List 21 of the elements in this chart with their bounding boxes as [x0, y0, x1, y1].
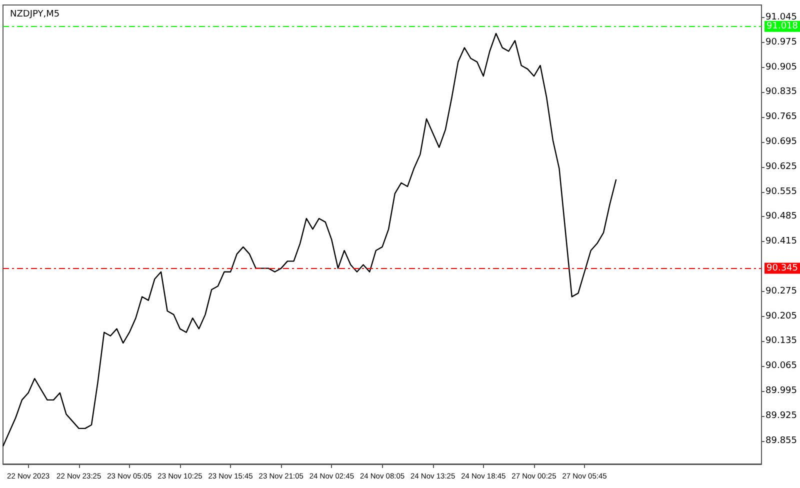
- y-tick-label: 90.695: [766, 136, 798, 147]
- y-tick-label: 90.555: [766, 186, 798, 197]
- y-tick-label: 89.925: [766, 410, 798, 421]
- y-tick-label: 90.905: [766, 62, 798, 72]
- y-tick-label: 90.415: [766, 236, 798, 247]
- y-tick-label: 90.975: [766, 37, 798, 48]
- y-tick-label: 90.625: [766, 162, 798, 172]
- y-tick-label: 90.205: [766, 311, 798, 322]
- y-tick-label: 91.045: [766, 12, 798, 22]
- y-tick-label: 90.835: [766, 87, 798, 98]
- y-tick-label: 90.275: [766, 286, 798, 296]
- y-tick-label: 89.995: [766, 386, 798, 396]
- ref-line-label: 90.345: [766, 263, 798, 274]
- y-tick-label: 90.135: [766, 336, 798, 346]
- y-tick-label: 90.485: [766, 212, 798, 222]
- y-tick-label: 89.855: [766, 436, 798, 446]
- y-tick-label: 90.065: [766, 361, 798, 372]
- line-series: [2, 32, 617, 447]
- ref-line-label: 91.018: [766, 21, 798, 32]
- y-tick-label: 90.765: [766, 112, 798, 122]
- text: NZDJPY,M5: [10, 10, 60, 20]
